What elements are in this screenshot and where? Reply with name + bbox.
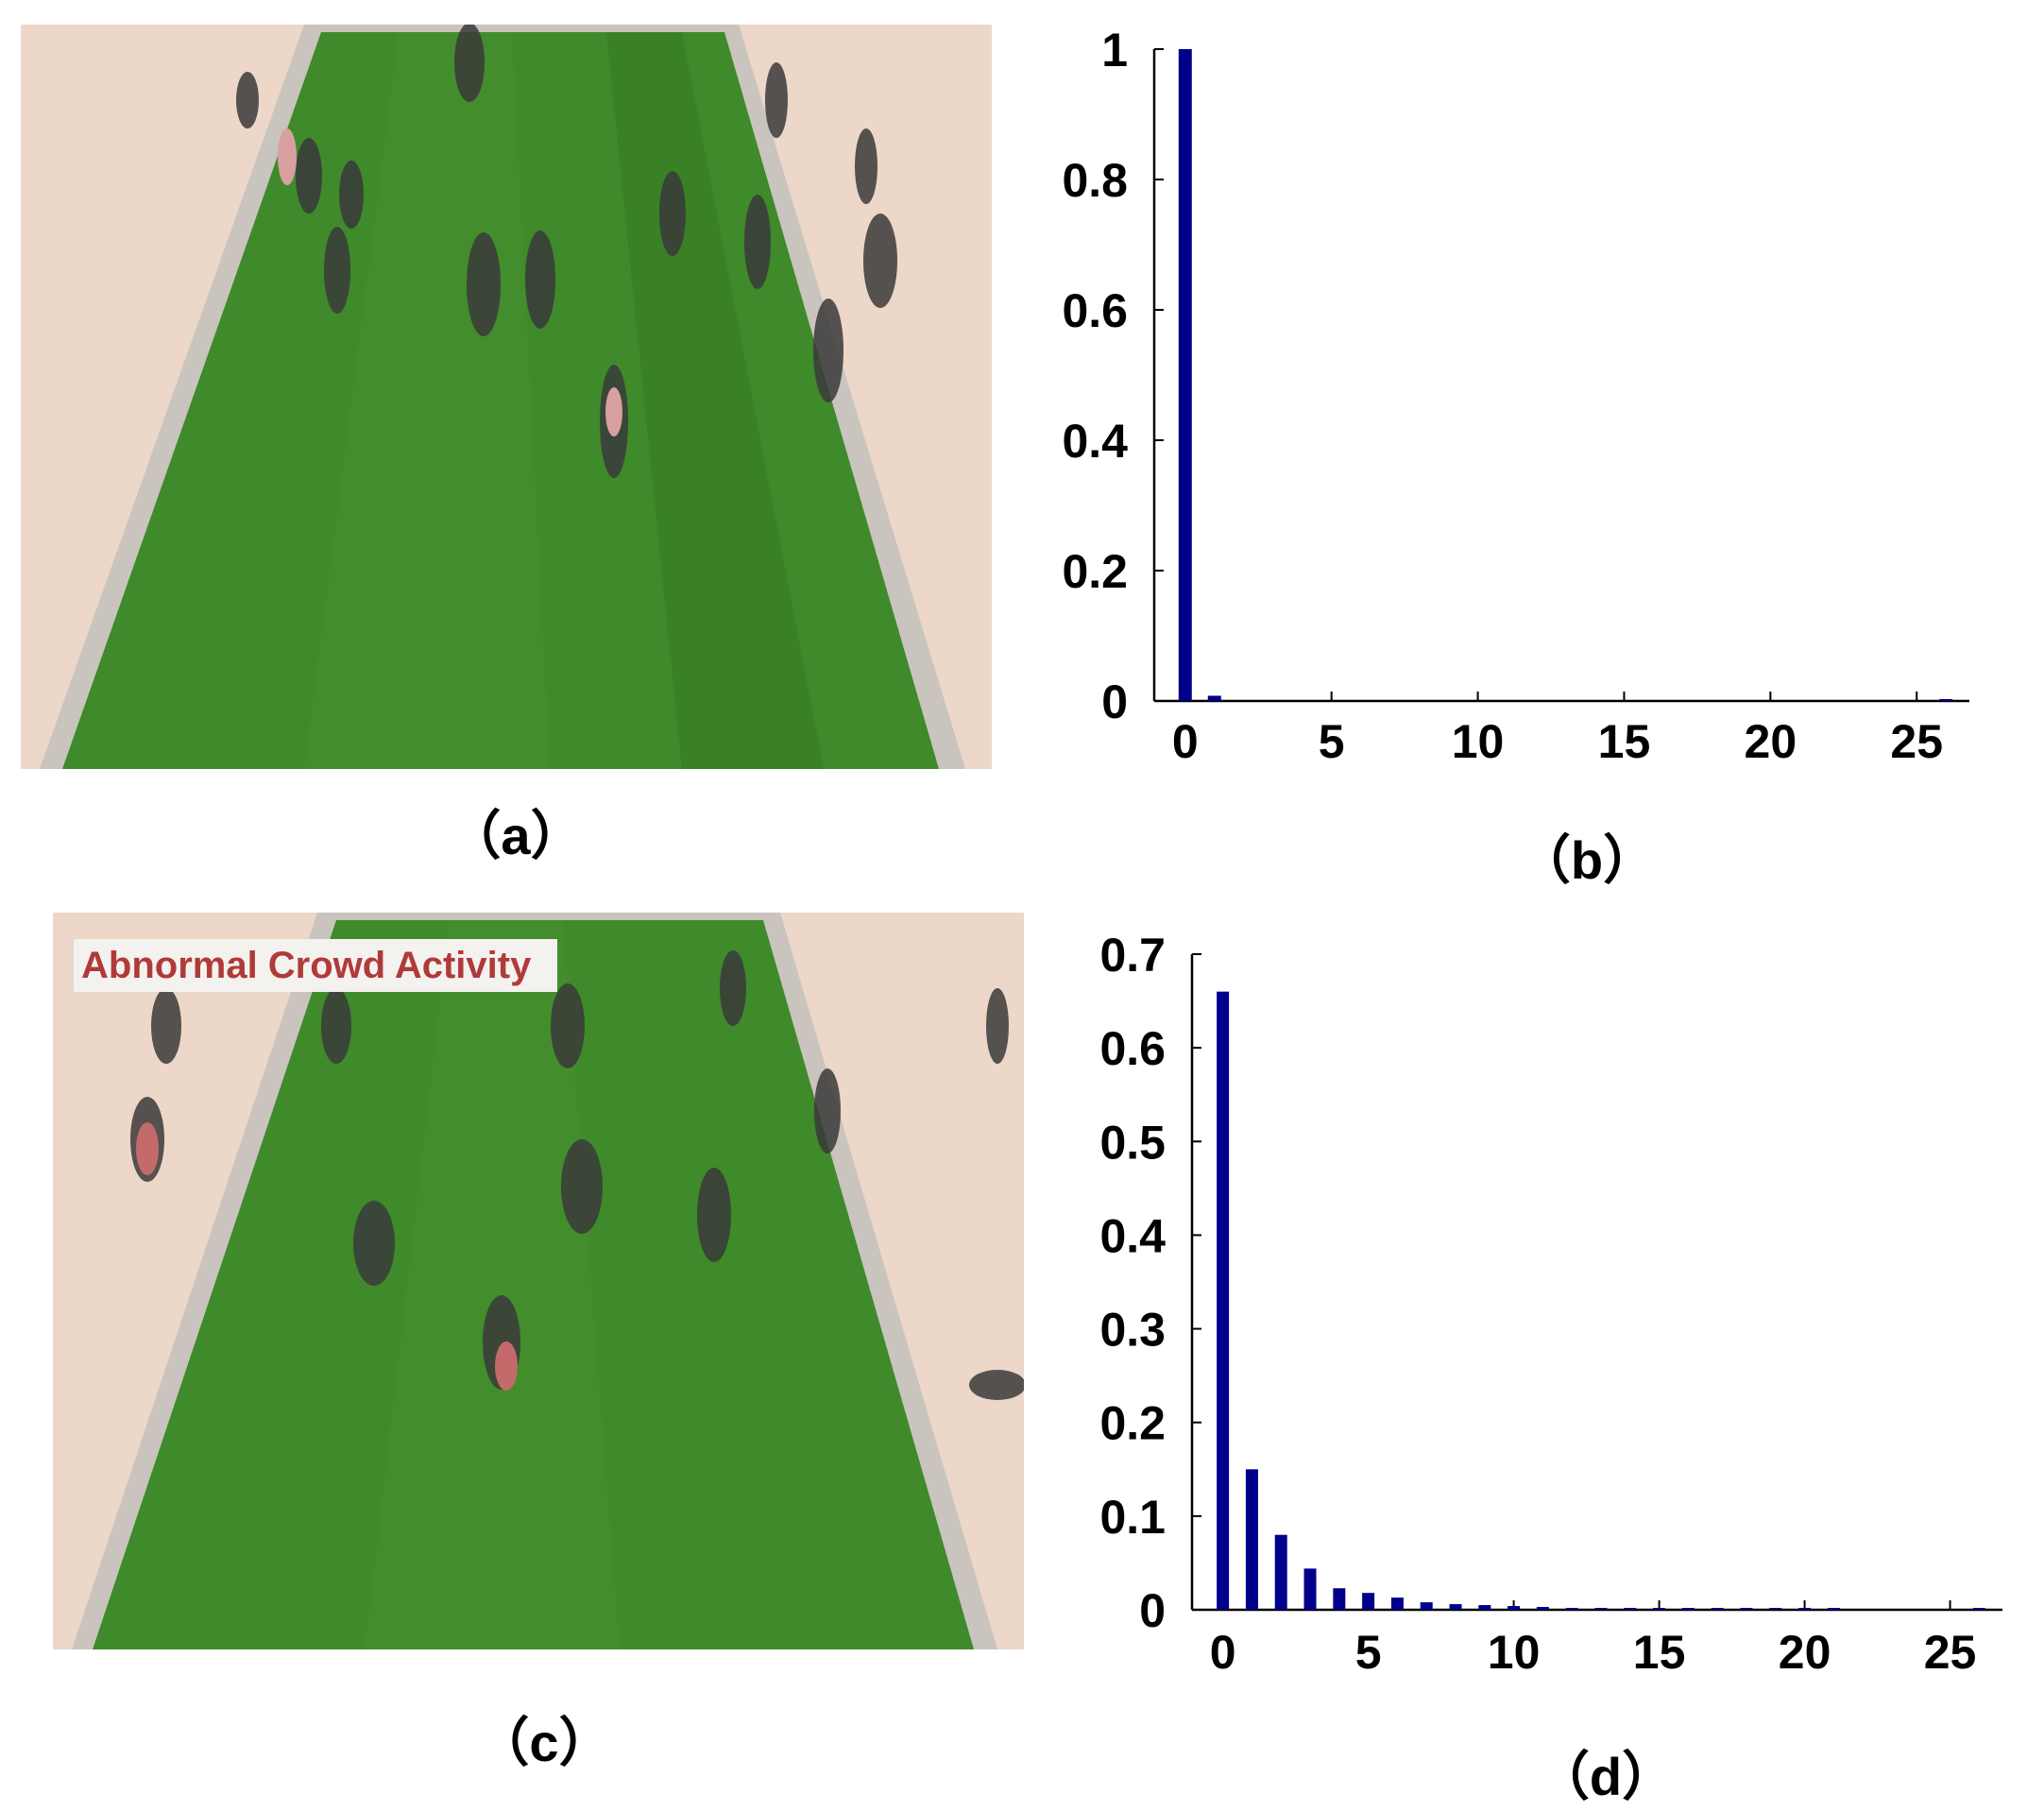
bar (1740, 1608, 1753, 1610)
bar (1565, 1608, 1578, 1610)
bar (1536, 1607, 1549, 1610)
bar (1207, 695, 1221, 701)
bar (1333, 1588, 1346, 1610)
bar (1245, 1469, 1258, 1610)
chart-b-svg: 00.20.40.60.810 5 10 15 20 25 (1062, 24, 1969, 768)
abnormal-activity-banner: Abnormal Crowd Activity (74, 939, 557, 992)
x-tick-label: 15 (1633, 1626, 1686, 1679)
y-tick-label: 0.4 (1062, 415, 1128, 468)
bar (1711, 1608, 1724, 1610)
bar (1217, 991, 1230, 1610)
caption-a: （a） (448, 806, 584, 865)
y-tick-label: 0.1 (1099, 1491, 1166, 1544)
x-tick-label: 25 (1890, 715, 1943, 768)
bar (1769, 1608, 1782, 1610)
x-tick-label: 25 (1924, 1626, 1977, 1679)
scene-a-illustration (21, 25, 992, 769)
x-tick-label: 0 (1172, 715, 1199, 768)
x-tick-label: 0 (1210, 1626, 1236, 1679)
y-tick-label: 0.2 (1062, 545, 1128, 598)
y-tick-label: 0.6 (1099, 1022, 1166, 1075)
bar (1594, 1608, 1608, 1610)
caption-b: （b） (1517, 830, 1657, 890)
y-tick-label: 0 (1101, 675, 1128, 728)
scene-image-a (21, 25, 992, 769)
scene-image-c (53, 913, 1024, 1649)
x-tick-label: 5 (1319, 715, 1345, 768)
bar (1827, 1608, 1840, 1610)
chart-d: 0 0.1 0.2 0.3 0.4 0.5 0.6 0.7 0 5 10 15 20 25 (1058, 929, 2044, 1710)
bar (1681, 1608, 1695, 1610)
caption-c: （c） (476, 1713, 612, 1772)
bar (1478, 1605, 1491, 1610)
y-tick-label: 0.6 (1062, 284, 1128, 337)
chart-d-svg: 0 0.1 0.2 0.3 0.4 0.5 0.6 0.7 0 5 10 15 20 25 (1099, 929, 2002, 1679)
y-tick-label: 0 (1139, 1584, 1166, 1637)
bar (1972, 1608, 1985, 1610)
y-tick-label: 0.3 (1099, 1304, 1166, 1357)
y-tick-label: 0.5 (1099, 1116, 1166, 1169)
bar (1653, 1608, 1666, 1610)
bar (1507, 1606, 1521, 1610)
bar (1274, 1534, 1287, 1610)
x-tick-label: 15 (1598, 715, 1651, 768)
bar (1303, 1568, 1317, 1610)
y-tick-label: 0.8 (1062, 154, 1128, 207)
y-tick-label: 1 (1101, 24, 1128, 77)
bar (1624, 1608, 1637, 1610)
bar (1939, 699, 1953, 701)
y-tick-label: 0.2 (1099, 1397, 1166, 1450)
x-tick-label: 10 (1452, 715, 1505, 768)
bar (1390, 1597, 1404, 1610)
scene-c-illustration (53, 913, 1024, 1649)
x-tick-label: 20 (1779, 1626, 1831, 1679)
chart-b: 0 0.2 0.4 0.6 0.8 1 0 5 10 15 20 25 (1020, 19, 2044, 794)
bar (1798, 1608, 1812, 1610)
bar (1178, 49, 1192, 701)
x-tick-label: 5 (1355, 1626, 1382, 1679)
x-tick-label: 10 (1488, 1626, 1541, 1679)
bar (1362, 1593, 1375, 1610)
y-tick-label: 0.4 (1099, 1209, 1166, 1262)
bar (1420, 1602, 1433, 1610)
caption-d: （d） (1536, 1747, 1676, 1806)
x-tick-label: 20 (1745, 715, 1797, 768)
y-tick-label: 0.7 (1099, 929, 1166, 982)
bar (1449, 1604, 1462, 1610)
